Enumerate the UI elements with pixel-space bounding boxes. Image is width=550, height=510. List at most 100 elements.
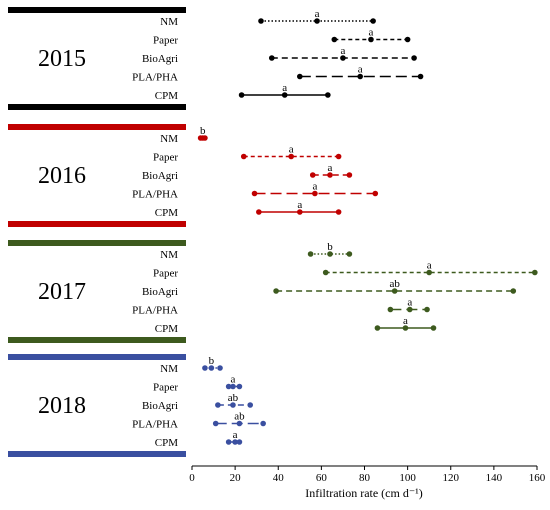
panel-2016: 2016 NM b Paper a BioAgri a PLA/PHA a CPM a [8, 124, 379, 227]
significance-letter: ab [389, 278, 400, 290]
max-point [325, 92, 331, 98]
max-point [247, 402, 254, 408]
max-point [335, 153, 342, 160]
mean-point [327, 172, 333, 178]
significance-letter: b [209, 355, 215, 367]
panel-year-label: 2015 [38, 46, 86, 72]
max-point [236, 439, 243, 445]
significance-letter: a [427, 260, 432, 272]
treatment-label: CPM [155, 207, 178, 219]
row-bioagri: BioAgri ab [142, 392, 254, 412]
row-nm: NM b [160, 125, 208, 145]
panel-bottom-bar [8, 337, 186, 343]
x-tick-label: 20 [230, 472, 242, 484]
max-point [370, 18, 376, 24]
panel-year-label: 2018 [38, 393, 86, 419]
treatment-label: PLA/PHA [132, 72, 178, 84]
significance-letter: a [369, 27, 374, 39]
treatment-label: BioAgri [142, 286, 178, 298]
row-pla-pha: PLA/PHA a [132, 64, 424, 84]
min-point [331, 36, 338, 43]
row-pla-pha: PLA/PHA a [132, 297, 430, 317]
min-point [374, 325, 381, 331]
mean-point [232, 439, 238, 445]
min-point [258, 18, 264, 24]
x-tick-label: 60 [316, 472, 328, 484]
max-point [372, 190, 379, 197]
min-point [387, 306, 394, 313]
x-tick-label: 40 [273, 472, 285, 484]
row-paper: Paper a [153, 374, 243, 394]
treatment-label: NM [160, 16, 178, 28]
x-tick-label: 0 [189, 472, 195, 484]
min-point [297, 73, 303, 80]
panel-2015: 2015 NM a Paper a BioAgri a PLA/PHA a CPM a [8, 7, 424, 110]
panel-top-bar [8, 240, 186, 246]
min-point [238, 92, 245, 98]
significance-letter: a [312, 181, 317, 193]
significance-letter: a [289, 144, 294, 156]
panel-bottom-bar [8, 104, 186, 110]
row-cpm: CPM a [155, 429, 243, 449]
row-bioagri: BioAgri a [142, 162, 353, 182]
min-point [202, 365, 208, 371]
mean-point [208, 365, 215, 371]
max-point [202, 135, 208, 141]
max-point [236, 383, 243, 390]
min-point [256, 209, 262, 215]
significance-letter: a [340, 45, 345, 57]
treatment-label: NM [160, 133, 178, 145]
treatment-label: Paper [153, 268, 178, 280]
mean-point [281, 92, 288, 98]
mean-point [391, 288, 398, 294]
row-paper: Paper a [153, 27, 411, 47]
mean-point [236, 420, 243, 427]
mean-point [357, 73, 363, 80]
treatment-label: CPM [155, 323, 178, 335]
treatment-label: Paper [153, 35, 178, 47]
significance-letter: a [403, 315, 408, 327]
significance-letter: ab [234, 411, 245, 423]
x-axis: 0 20 40 60 80 100 120 140 160 [189, 465, 546, 484]
x-tick-label: 100 [399, 472, 416, 484]
row-pla-pha: PLA/PHA a [132, 181, 379, 201]
max-point [335, 209, 342, 215]
significance-letter: a [231, 374, 236, 386]
significance-letter: a [282, 82, 287, 94]
min-point [322, 269, 329, 276]
mean-point [327, 251, 333, 257]
panel-bottom-bar [8, 451, 186, 457]
max-point [424, 306, 430, 313]
x-tick-label: 80 [359, 472, 371, 484]
panel-top-bar [8, 354, 186, 360]
x-tick-label: 120 [443, 472, 460, 484]
min-point [225, 439, 232, 445]
treatment-label: NM [160, 363, 178, 375]
treatment-label: PLA/PHA [132, 419, 178, 431]
panel-top-bar [8, 7, 186, 13]
mean-point [288, 153, 294, 160]
max-point [532, 269, 538, 276]
treatment-label: CPM [155, 90, 178, 102]
significance-letter: a [297, 199, 302, 211]
max-point [417, 73, 424, 80]
mean-point [297, 209, 303, 215]
x-tick-label: 140 [486, 472, 503, 484]
significance-letter: a [315, 8, 320, 20]
row-nm: NM b [160, 241, 353, 261]
row-nm: NM b [160, 355, 223, 375]
row-bioagri: BioAgri ab [142, 278, 517, 298]
row-cpm: CPM a [155, 199, 342, 219]
x-tick-label: 160 [529, 472, 546, 484]
significance-letter: a [233, 429, 238, 441]
max-point [346, 172, 353, 178]
max-point [404, 36, 411, 43]
significance-letter: b [327, 241, 333, 253]
significance-letter: a [358, 64, 363, 76]
significance-letter: a [328, 162, 333, 174]
mean-point [406, 306, 413, 313]
mean-point [402, 325, 409, 331]
significance-letter: b [200, 125, 206, 137]
mean-point [314, 18, 320, 24]
row-paper: Paper a [153, 260, 538, 280]
